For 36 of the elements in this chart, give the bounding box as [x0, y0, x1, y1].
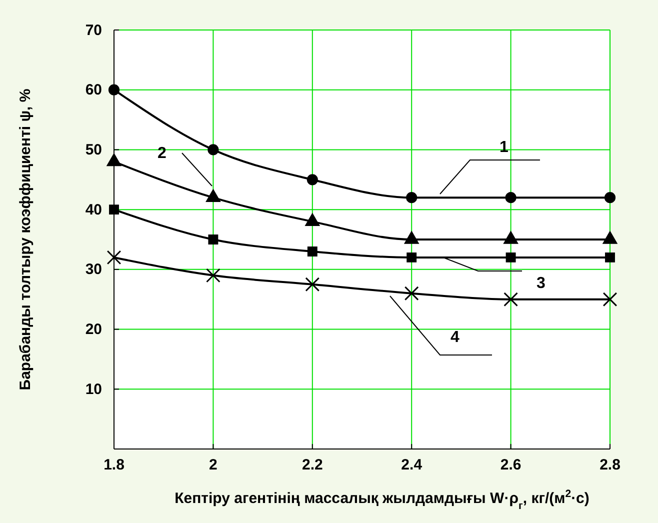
point [605, 252, 615, 262]
point [602, 292, 618, 307]
point [406, 192, 418, 204]
x-tick-label: 1.8 [104, 456, 124, 474]
x-tick-label: 2.8 [600, 456, 620, 474]
y-tick-label: 10 [85, 380, 102, 398]
y-axis-title: Барабанды толтыру коэффициенті ψ, % [17, 88, 34, 390]
point [208, 234, 218, 244]
series-label: 2 [158, 145, 167, 162]
point [504, 292, 518, 307]
series-label: 4 [450, 329, 460, 346]
point [306, 174, 318, 186]
y-tick-label: 30 [85, 261, 102, 278]
point [604, 192, 616, 204]
point [108, 84, 120, 96]
point [505, 192, 516, 204]
series-label: 3 [536, 275, 546, 292]
point [307, 246, 318, 256]
point [406, 252, 417, 262]
x-axis-title: Кептіру агентінің массалық жылдамдығы W·ρ$_{г}$, кг/(м$^{2}$·с) [174, 488, 590, 512]
x-tick-label: 2.2 [302, 456, 323, 474]
y-tick-label: 50 [85, 142, 102, 159]
point [106, 250, 122, 265]
y-tick-label: 60 [85, 82, 102, 99]
x-tick-label: 2.4 [401, 456, 423, 474]
point [208, 144, 219, 156]
x-tick-label: 2 [209, 456, 218, 474]
y-tick-label: 70 [85, 22, 102, 39]
point [305, 277, 320, 292]
point [506, 252, 516, 262]
y-tick-label: 20 [85, 321, 102, 338]
y-tick-label: 40 [85, 201, 102, 218]
point [404, 286, 419, 301]
x-tick-label: 2.6 [500, 456, 522, 474]
point [109, 204, 119, 215]
point [206, 268, 220, 283]
